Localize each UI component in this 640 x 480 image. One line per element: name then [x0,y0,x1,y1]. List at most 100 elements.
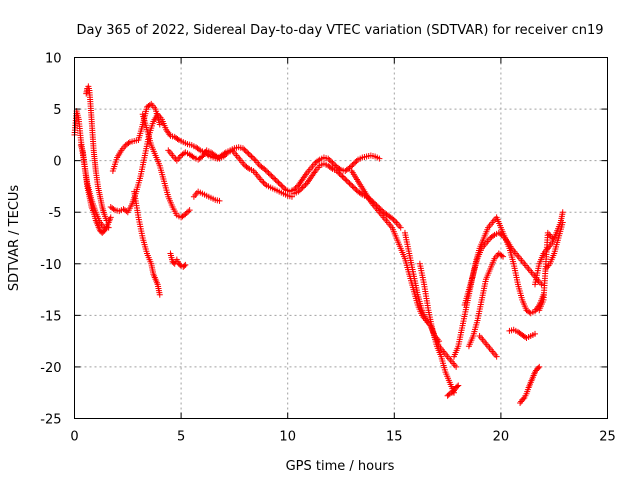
data-point [500,253,507,260]
y-tick-label: -15 [40,309,61,324]
data-point [216,197,223,204]
data-point [315,157,322,164]
data-point [330,161,337,168]
data-point [549,235,556,241]
data-point [295,188,302,195]
data-point [268,172,275,179]
data-point [346,180,353,187]
data-point [244,149,251,156]
data-point [347,163,354,170]
data-point [292,185,299,192]
data-point [223,150,230,157]
x-tick-label: 20 [493,430,510,445]
data-point [278,182,285,189]
data-point [298,185,305,192]
data-point [352,185,359,192]
y-tick-label: -20 [40,361,61,376]
data-point [454,383,461,390]
x-axis-label: GPS time / hours [286,459,395,474]
grid-layer [74,57,608,419]
data-point [493,353,500,360]
x-tick-label: 25 [599,430,616,445]
data-point [220,153,227,160]
data-point [174,135,181,142]
data-points-layer [71,83,566,407]
data-point [333,167,340,174]
data-point [275,179,282,186]
data-point [559,209,566,216]
data-point [276,181,283,188]
data-point [156,291,163,298]
data-point [347,181,354,188]
data-point [389,215,396,222]
data-point [272,176,279,183]
data-point [181,262,188,269]
chart-title: Day 365 of 2022, Sidereal Day-to-day VTE… [76,23,603,38]
data-point [269,174,276,181]
x-tick-label: 10 [279,430,296,445]
y-tick-label: -25 [40,413,61,428]
data-point [251,156,258,163]
data-point [350,184,357,191]
data-point [125,140,132,147]
data-point [490,232,497,239]
data-point [261,165,268,172]
data-point [349,162,356,169]
data-point [296,187,303,194]
y-tick-label: 0 [53,155,61,170]
data-point [326,156,333,163]
data-point [183,209,190,216]
data-point [242,148,249,155]
data-point [520,395,527,402]
data-point [274,178,281,185]
data-point [177,261,184,268]
data-point [538,281,545,288]
data-point [249,154,256,161]
y-tick-label: 10 [45,52,62,67]
data-point [262,167,269,174]
data-point [266,171,273,178]
data-point [559,219,566,226]
data-point [260,179,267,186]
data-point [182,261,189,268]
data-point [245,150,252,157]
data-point [325,155,332,162]
plot-frame [74,57,608,419]
data-point [248,153,255,160]
data-point [271,175,278,182]
data-point [346,164,353,171]
data-point [247,152,254,159]
y-tick-label: 5 [53,103,61,118]
data-point [328,158,335,165]
data-point [345,178,352,185]
data-point [453,363,460,370]
data-point [259,178,266,185]
data-point [110,206,117,213]
data-point [299,184,306,191]
x-tick-label: 0 [70,430,78,445]
y-tick-label: -5 [49,206,62,221]
data-point [182,211,189,218]
data-point [535,364,542,371]
data-point [244,164,251,171]
data-point [222,152,229,159]
data-point [376,155,383,162]
data-point [103,217,110,224]
data-point [265,170,272,177]
y-tick-label: -10 [40,258,61,273]
data-point [350,160,357,167]
data-point [189,153,196,160]
data-point [392,218,399,225]
data-point [338,172,344,179]
data-point [329,159,336,166]
ticks-layer: 0 5 10 15 20 25 10 5 0 -5 -10 -15 -20 -25 [40,52,616,445]
data-point [340,174,347,181]
data-point [343,177,350,184]
data-point [536,363,543,370]
data-point [455,382,462,389]
data-point [328,164,335,171]
x-tick-label: 15 [386,430,403,445]
data-point [261,181,268,188]
data-point [397,224,404,231]
